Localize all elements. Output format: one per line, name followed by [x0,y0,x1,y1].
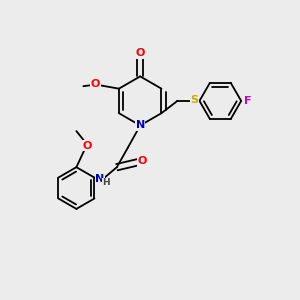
Text: O: O [137,156,147,166]
Text: O: O [83,141,92,151]
Text: F: F [244,96,251,106]
Text: H: H [103,178,110,187]
Text: N: N [136,121,145,130]
Text: N: N [95,174,104,184]
Text: S: S [190,95,199,105]
Text: O: O [91,79,100,89]
Text: O: O [136,48,145,58]
